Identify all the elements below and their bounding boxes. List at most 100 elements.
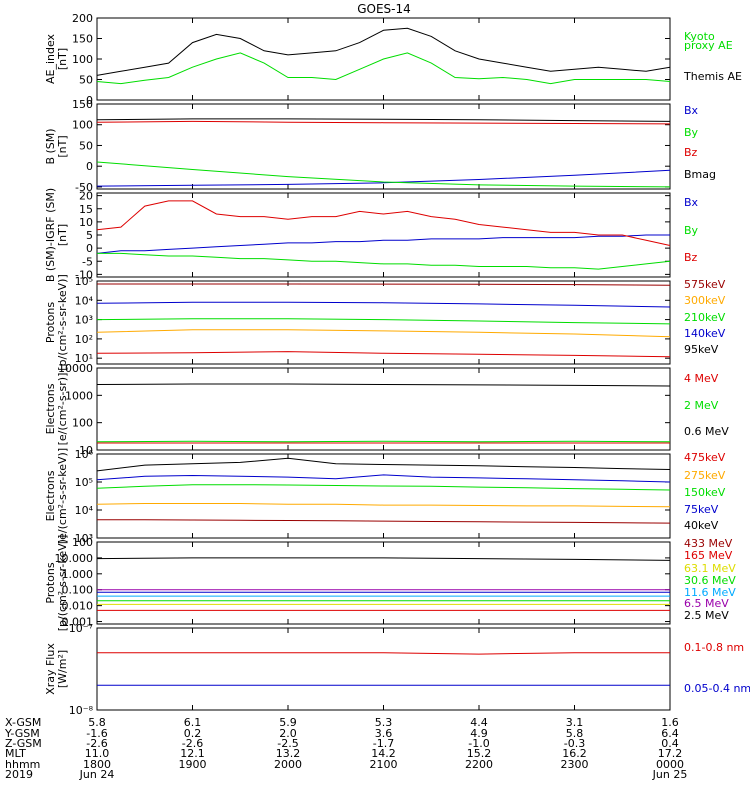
legend-entry: 0.1-0.8 nm [684, 641, 744, 654]
legend-entry: proxy AE [684, 39, 733, 52]
legend-entry: Bz [684, 146, 698, 159]
x-axis-value: -2.6 [182, 737, 203, 750]
legend-entry: 0.6 MeV [684, 425, 729, 438]
legend-entry: Bmag [684, 168, 716, 181]
legend-entry: 433 MeV [684, 537, 733, 550]
y-tick-label: 20 [79, 190, 93, 203]
y-tick-label: 150 [72, 98, 93, 111]
y-axis-label: Electrons [44, 383, 57, 434]
x-axis-value: 3.6 [375, 727, 393, 740]
series-line [96, 457, 671, 472]
y-tick-label: 0 [86, 160, 93, 173]
y-tick-label: -50 [75, 181, 93, 194]
y-axis-label: Protons [44, 562, 57, 603]
x-axis-value: 0.2 [184, 727, 202, 740]
x-axis-value: 4.9 [470, 727, 488, 740]
legend-entry: 0.05-0.4 nm [684, 682, 750, 695]
series-line [96, 301, 671, 308]
y-tick-label: 0.010 [62, 600, 94, 613]
y-axis-label: AE_index [44, 33, 57, 84]
y-tick-label: 10⁵ [75, 275, 93, 288]
y-tick-label: 10000 [58, 362, 93, 375]
x-axis-value: 0.4 [661, 737, 679, 750]
y-tick-label: 10⁵ [75, 476, 93, 489]
legend-entry: 575keV [684, 278, 726, 291]
series-line [96, 118, 671, 122]
y-tick-label: 1.000 [62, 568, 94, 581]
legend-entry: Themis AE [683, 70, 742, 83]
y-tick-label: 10² [75, 333, 93, 346]
x-axis-table: X-GSMY-GSMZ-GSMMLThhmm20195.8-1.6-2.611.… [4, 716, 687, 781]
x-axis-value: 17.2 [658, 747, 683, 760]
x-axis-value: 4.4 [470, 716, 488, 729]
series-line [97, 283, 671, 286]
series-line [97, 519, 671, 524]
x-axis-value: Jun 25 [652, 768, 688, 781]
series-line [96, 234, 670, 254]
y-tick-label: 50 [79, 139, 93, 152]
series-line [96, 318, 671, 325]
y-axis-label: Protons [44, 302, 57, 343]
x-axis-row-label: X-GSM [5, 716, 41, 729]
panel-7: 100 10.000 1.000 0.100 0.010 0.001 Protons [p/(… [44, 535, 736, 632]
series-line [96, 120, 671, 125]
y-tick-label: 10⁴ [75, 294, 94, 307]
y-axis-label: Xray Flux [44, 643, 57, 695]
y-axis-unit: [e/(cm²-s-sr-keV)] [56, 448, 69, 544]
y-axis-unit: [p/(cm²-s-sr-keV)] [56, 535, 69, 632]
y-axis-unit: [nT] [56, 224, 69, 246]
legend-entry: 2 MeV [684, 399, 719, 412]
x-axis-row-label: Z-GSM [5, 737, 42, 750]
y-tick-label: 10⁻⁷ [69, 622, 93, 635]
x-axis-value: 1800 [83, 758, 111, 771]
x-axis-value: 1900 [179, 758, 207, 771]
legend-entry: 150keV [684, 486, 726, 499]
panel-frame [96, 367, 671, 451]
y-tick-label: 10⁴ [75, 504, 94, 517]
series-line [96, 27, 671, 76]
x-axis-value: -0.3 [564, 737, 585, 750]
series-line [96, 557, 671, 561]
x-axis-value: -2.6 [86, 737, 107, 750]
panel-2: 150 100 50 0 -50 B (SM) [nT] Bx By Bz Bmag [44, 98, 716, 194]
series-line [96, 503, 671, 508]
series-line [96, 440, 671, 443]
y-tick-label: 150 [72, 33, 93, 46]
x-axis-value: 6.1 [184, 716, 202, 729]
y-axis-label: B (SM) [44, 128, 57, 164]
panel-4: 10⁵ 10⁴ 10³ 10² 10¹ Protons [p/(cm²-s-sr-keV)]… [44, 274, 726, 371]
chart-title: GOES-14 [357, 2, 411, 16]
series-line [96, 169, 671, 187]
x-axis-value: 15.2 [467, 747, 492, 760]
y-tick-label: -5 [82, 255, 93, 268]
y-tick-label: 100 [72, 53, 93, 66]
panel-5: 10000 1000 100 10 Electrons [e/(cm²-s-sr)] 4 M… [44, 362, 729, 457]
y-tick-label: 1000 [65, 389, 93, 402]
panel-8: 10⁻⁷ 10⁻⁸ Xray Flux [W/m²] 0.1-0.8 nm 0.05-0.… [44, 622, 750, 717]
legend-entry: Bz [684, 251, 698, 264]
legend-entry: Bx [684, 104, 699, 117]
panel-6: 10⁶ 10⁵ 10⁴ 10³ Electrons [e/(cm²-s-sr-keV)] 4… [44, 448, 726, 545]
x-axis-row-label: 2019 [5, 768, 33, 781]
y-tick-label: 10³ [75, 314, 93, 327]
legend-entry: Kyoto [684, 30, 715, 43]
x-axis-value: 5.8 [566, 727, 584, 740]
legend-entry: Bx [684, 196, 699, 209]
x-axis-value: 5.3 [375, 716, 393, 729]
series-line [96, 161, 671, 188]
x-axis-row-label: hhmm [5, 758, 40, 771]
legend-entry: 4 MeV [684, 372, 719, 385]
legend-entry: By [684, 224, 699, 237]
legend-entry: 40keV [684, 519, 719, 532]
x-axis-value: -1.7 [373, 737, 394, 750]
x-axis-row-label: Y-GSM [4, 727, 40, 740]
x-axis-value: 2200 [465, 758, 493, 771]
x-axis-value: 5.8 [88, 716, 106, 729]
x-axis-value: 14.2 [371, 747, 396, 760]
legend-entry: 11.6 MeV [684, 586, 736, 599]
y-tick-label: 5 [86, 229, 93, 242]
series-line [96, 351, 671, 358]
x-axis-row-label: MLT [5, 747, 26, 760]
y-tick-label: 10 [79, 444, 93, 457]
